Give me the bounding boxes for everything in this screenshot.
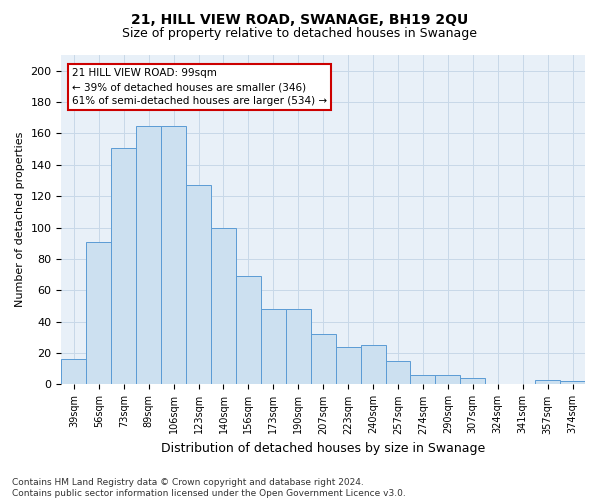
Y-axis label: Number of detached properties: Number of detached properties [15, 132, 25, 308]
Bar [311, 334, 335, 384]
Bar [386, 361, 410, 384]
Bar [436, 375, 460, 384]
Bar [361, 345, 386, 385]
Bar [460, 378, 485, 384]
Bar [211, 228, 236, 384]
Bar [236, 276, 261, 384]
Bar [535, 380, 560, 384]
Bar [161, 126, 186, 384]
Bar [61, 360, 86, 384]
Bar [286, 309, 311, 384]
Text: Size of property relative to detached houses in Swanage: Size of property relative to detached ho… [122, 28, 478, 40]
Text: 21 HILL VIEW ROAD: 99sqm
← 39% of detached houses are smaller (346)
61% of semi-: 21 HILL VIEW ROAD: 99sqm ← 39% of detach… [72, 68, 327, 106]
Bar [111, 148, 136, 384]
Bar [335, 347, 361, 385]
Bar [410, 375, 436, 384]
Text: 21, HILL VIEW ROAD, SWANAGE, BH19 2QU: 21, HILL VIEW ROAD, SWANAGE, BH19 2QU [131, 12, 469, 26]
X-axis label: Distribution of detached houses by size in Swanage: Distribution of detached houses by size … [161, 442, 485, 455]
Bar [136, 126, 161, 384]
Bar [560, 382, 585, 384]
Bar [86, 242, 111, 384]
Bar [261, 309, 286, 384]
Text: Contains HM Land Registry data © Crown copyright and database right 2024.
Contai: Contains HM Land Registry data © Crown c… [12, 478, 406, 498]
Bar [186, 185, 211, 384]
